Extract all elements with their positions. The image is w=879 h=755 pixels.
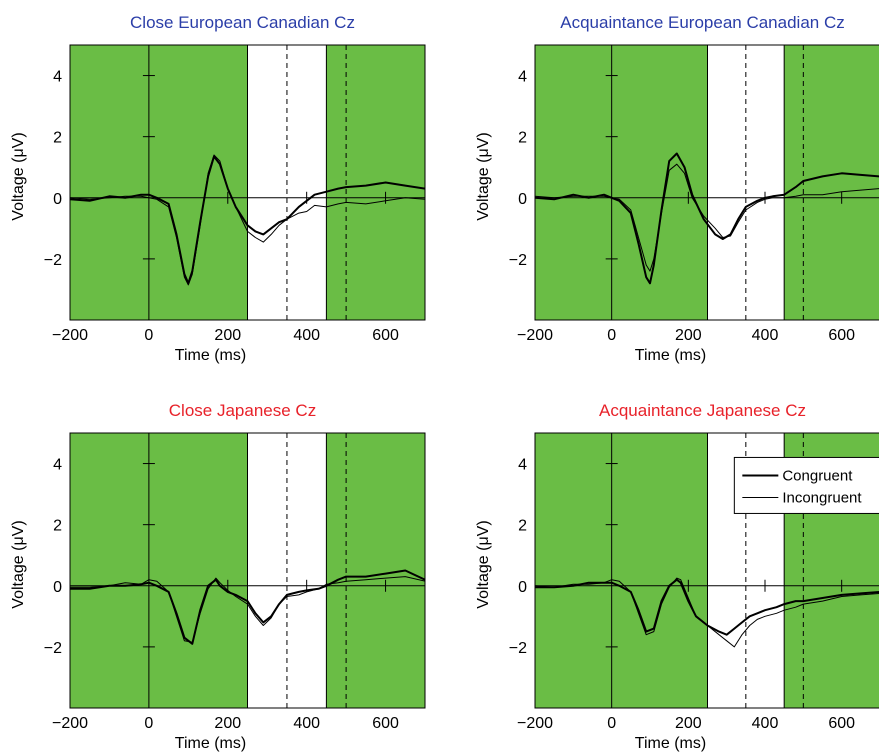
x-tick-label: 600	[828, 327, 855, 344]
x-tick-label: 600	[828, 715, 855, 732]
x-tick-label: 200	[675, 327, 702, 344]
y-axis-label: Voltage (μV)	[10, 132, 27, 220]
axes-frame	[534, 44, 879, 321]
y-axis-label: Voltage (μV)	[475, 132, 492, 220]
y-tick-label: 0	[518, 191, 527, 208]
x-axis-label: Time (ms)	[635, 735, 706, 752]
series-group	[535, 577, 879, 648]
x-axis-label: Time (ms)	[635, 347, 706, 364]
x-tick-label: 200	[214, 715, 241, 732]
series-line-incongruent	[535, 163, 879, 272]
y-tick-label: 4	[53, 69, 62, 86]
x-tick-label: 600	[372, 327, 399, 344]
x-axis-label: Time (ms)	[175, 347, 246, 364]
y-tick-label: 2	[53, 518, 62, 535]
y-tick-label: 4	[518, 457, 527, 474]
y-tick-label: −2	[44, 252, 62, 269]
shaded-window	[325, 44, 426, 321]
panel-title: Acquaintance European Canadian Cz	[560, 13, 844, 32]
x-tick-label: 0	[607, 327, 616, 344]
series-group	[70, 154, 425, 286]
x-tick-label: 400	[293, 327, 320, 344]
shaded-window	[69, 432, 248, 709]
y-tick-label: 4	[53, 457, 62, 474]
panel-title: Acquaintance Japanese Cz	[599, 401, 806, 420]
y-tick-label: 0	[53, 579, 62, 596]
y-axis-label: Voltage (μV)	[10, 520, 27, 608]
y-tick-label: −2	[44, 640, 62, 657]
y-axis-label: Voltage (μV)	[475, 520, 492, 608]
y-tick-label: 2	[518, 518, 527, 535]
x-axis-label: Time (ms)	[175, 735, 246, 752]
panel-title: Close European Canadian Cz	[130, 13, 355, 32]
y-tick-label: −2	[509, 252, 527, 269]
x-tick-label: 0	[607, 715, 616, 732]
series-line-incongruent	[70, 154, 425, 286]
chart-panel-2: −200 0 200 400 600 −2 0 2 4 Time (ms) Voltage (μV)…	[475, 13, 879, 364]
y-tick-label: 2	[518, 130, 527, 147]
series-line-incongruent	[70, 576, 425, 643]
x-tick-label: −200	[517, 327, 553, 344]
x-tick-label: 0	[144, 715, 153, 732]
y-tick-label: 0	[53, 191, 62, 208]
x-tick-label: 400	[752, 327, 779, 344]
shaded-window	[534, 432, 708, 709]
series-group	[70, 569, 425, 645]
shaded-window	[783, 44, 879, 321]
x-tick-label: −200	[52, 715, 88, 732]
x-tick-label: 400	[293, 715, 320, 732]
shaded-window	[325, 432, 426, 709]
series-group	[535, 152, 879, 285]
y-tick-label: 4	[518, 69, 527, 86]
y-tick-label: 0	[518, 579, 527, 596]
chart-panel-4: −200 0 200 400 600 −2 0 2 4 Time (ms) Voltage (μV)…	[475, 401, 879, 752]
x-tick-label: 600	[372, 715, 399, 732]
y-tick-label: −2	[509, 640, 527, 657]
axes-frame	[69, 432, 426, 709]
shaded-window	[534, 44, 708, 321]
x-tick-label: 200	[214, 327, 241, 344]
x-tick-label: 0	[144, 327, 153, 344]
series-line-incongruent	[535, 577, 879, 648]
x-tick-label: 200	[675, 715, 702, 732]
x-tick-label: 400	[752, 715, 779, 732]
legend-label-incongruent: Incongruent	[782, 489, 862, 506]
x-tick-label: −200	[52, 327, 88, 344]
shaded-window	[69, 44, 248, 321]
chart-panel-1: −200 0 200 400 600 −2 0 2 4 Time (ms) Voltage (μV)…	[10, 13, 426, 364]
legend-box	[733, 456, 879, 514]
x-tick-label: −200	[517, 715, 553, 732]
panel-title: Close Japanese Cz	[169, 401, 316, 420]
legend: Congruent Incongruent	[733, 456, 879, 514]
series-line-congruent	[70, 569, 425, 645]
chart-panel-3: −200 0 200 400 600 −2 0 2 4 Time (ms) Voltage (μV)…	[10, 401, 426, 752]
legend-label-congruent: Congruent	[782, 467, 853, 484]
y-tick-label: 2	[53, 130, 62, 147]
axes-frame	[534, 432, 879, 709]
axes-frame	[69, 44, 426, 321]
